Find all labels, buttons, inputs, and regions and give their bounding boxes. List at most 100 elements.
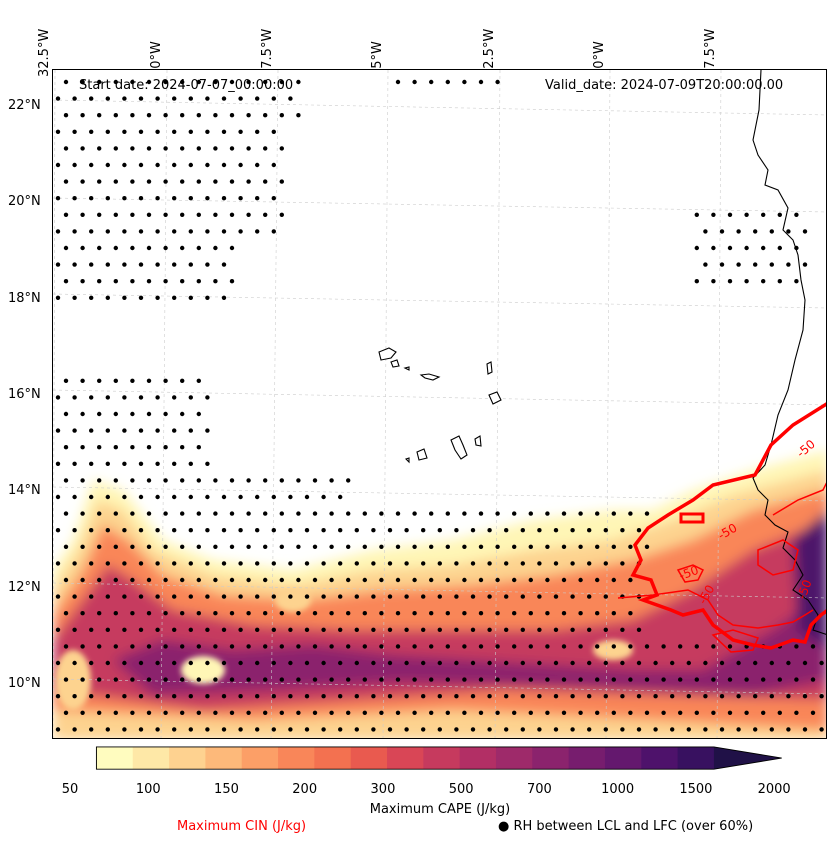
rh-dot <box>279 212 284 217</box>
rh-dot <box>105 561 110 566</box>
rh-dot <box>97 79 102 85</box>
rh-dot <box>578 611 583 616</box>
rh-dot <box>196 445 201 450</box>
rh-dot <box>72 461 77 466</box>
rh-dot <box>63 79 69 85</box>
rh-dot <box>329 611 334 616</box>
rh-dot <box>89 295 94 300</box>
rh-dot <box>105 727 110 732</box>
rh-dot <box>72 129 77 134</box>
rh-dot <box>138 494 144 500</box>
rh-dot <box>578 577 583 583</box>
rh-dot <box>188 461 193 466</box>
rh-dot <box>97 146 102 151</box>
rh-dot <box>338 494 343 500</box>
rh-dot <box>63 113 69 118</box>
rh-dot <box>304 694 310 699</box>
rh-stipple <box>55 79 824 732</box>
colorbar-title: Maximum CAPE (J/kg) <box>369 802 511 817</box>
map-panel[interactable]: -50 -50 -50 -50 -50 <box>52 69 827 739</box>
rh-dot <box>196 245 201 251</box>
rh-dot <box>387 594 393 599</box>
rh-dot <box>221 229 227 234</box>
rh-dot <box>205 494 210 500</box>
rh-dot <box>454 594 459 599</box>
rh-dot <box>229 710 235 715</box>
rh-dot <box>462 544 467 549</box>
rh-dot <box>238 494 243 500</box>
rh-dot <box>395 79 401 85</box>
rh-dot <box>72 395 77 400</box>
rh-dot <box>553 660 559 666</box>
cin-contour-inner-1 <box>617 589 814 629</box>
rh-dot <box>271 627 276 632</box>
rh-dot <box>72 627 77 632</box>
rh-dot <box>105 129 110 134</box>
rh-dot <box>163 544 168 549</box>
rh-dot <box>213 677 218 682</box>
rh-dot <box>504 660 509 666</box>
rh-dot <box>487 694 492 699</box>
rh-dot <box>421 660 426 666</box>
rh-dot <box>105 262 110 267</box>
rh-dot <box>371 660 376 666</box>
rh-dot <box>105 162 110 168</box>
rh-dot <box>462 644 467 649</box>
rh-dot <box>810 644 816 649</box>
rh-dot <box>678 677 683 682</box>
rh-dot <box>454 660 459 666</box>
rh-dot <box>620 528 625 533</box>
rh-dot <box>188 528 193 533</box>
rh-dot <box>561 710 567 715</box>
rh-dot <box>421 727 426 732</box>
rh-dot <box>155 229 160 234</box>
rh-dot <box>304 660 310 666</box>
rh-dot <box>146 245 152 251</box>
rh-dot <box>155 428 160 433</box>
rh-dot <box>703 229 708 234</box>
rh-dot <box>271 162 276 168</box>
rh-dot <box>570 627 575 632</box>
rh-dot <box>97 677 102 682</box>
rh-dot <box>520 561 525 566</box>
rh-dot <box>312 511 318 516</box>
rh-dot <box>371 561 376 566</box>
rh-dot <box>271 129 276 134</box>
rh-dot <box>421 694 426 699</box>
rh-dot <box>205 395 210 400</box>
rh-dot <box>229 511 235 516</box>
rh-dot <box>205 694 210 699</box>
rh-dot <box>113 378 118 383</box>
rh-dot <box>238 694 243 699</box>
rh-dot <box>113 411 118 417</box>
rh-dot <box>238 727 243 732</box>
rh-dot <box>80 445 85 450</box>
colorbar-cell <box>387 746 424 770</box>
rh-dot <box>246 146 251 151</box>
rh-dot <box>495 677 500 682</box>
rh-dot <box>163 378 168 383</box>
rh-dot <box>644 544 650 549</box>
rh-dot <box>146 113 152 118</box>
rh-dot <box>163 644 168 649</box>
rh-dot <box>661 644 666 649</box>
rh-dot <box>462 710 467 715</box>
rh-dot <box>445 544 450 549</box>
rh-dot <box>744 245 749 251</box>
rh-dot <box>55 262 61 267</box>
rh-dot <box>421 594 426 599</box>
rh-dot <box>719 262 725 267</box>
rh-dot <box>221 295 227 300</box>
rh-dot <box>229 478 235 483</box>
rh-dot <box>661 710 666 715</box>
rh-dot <box>238 627 243 632</box>
rh-dot <box>736 660 741 666</box>
rh-dot <box>213 113 218 118</box>
rh-dot <box>221 694 227 699</box>
rh-dot <box>437 727 442 732</box>
rh-dot <box>205 428 210 433</box>
rh-dot <box>279 611 284 616</box>
rh-dot <box>470 561 476 566</box>
rh-dot <box>379 511 384 516</box>
rh-dot <box>769 229 774 234</box>
